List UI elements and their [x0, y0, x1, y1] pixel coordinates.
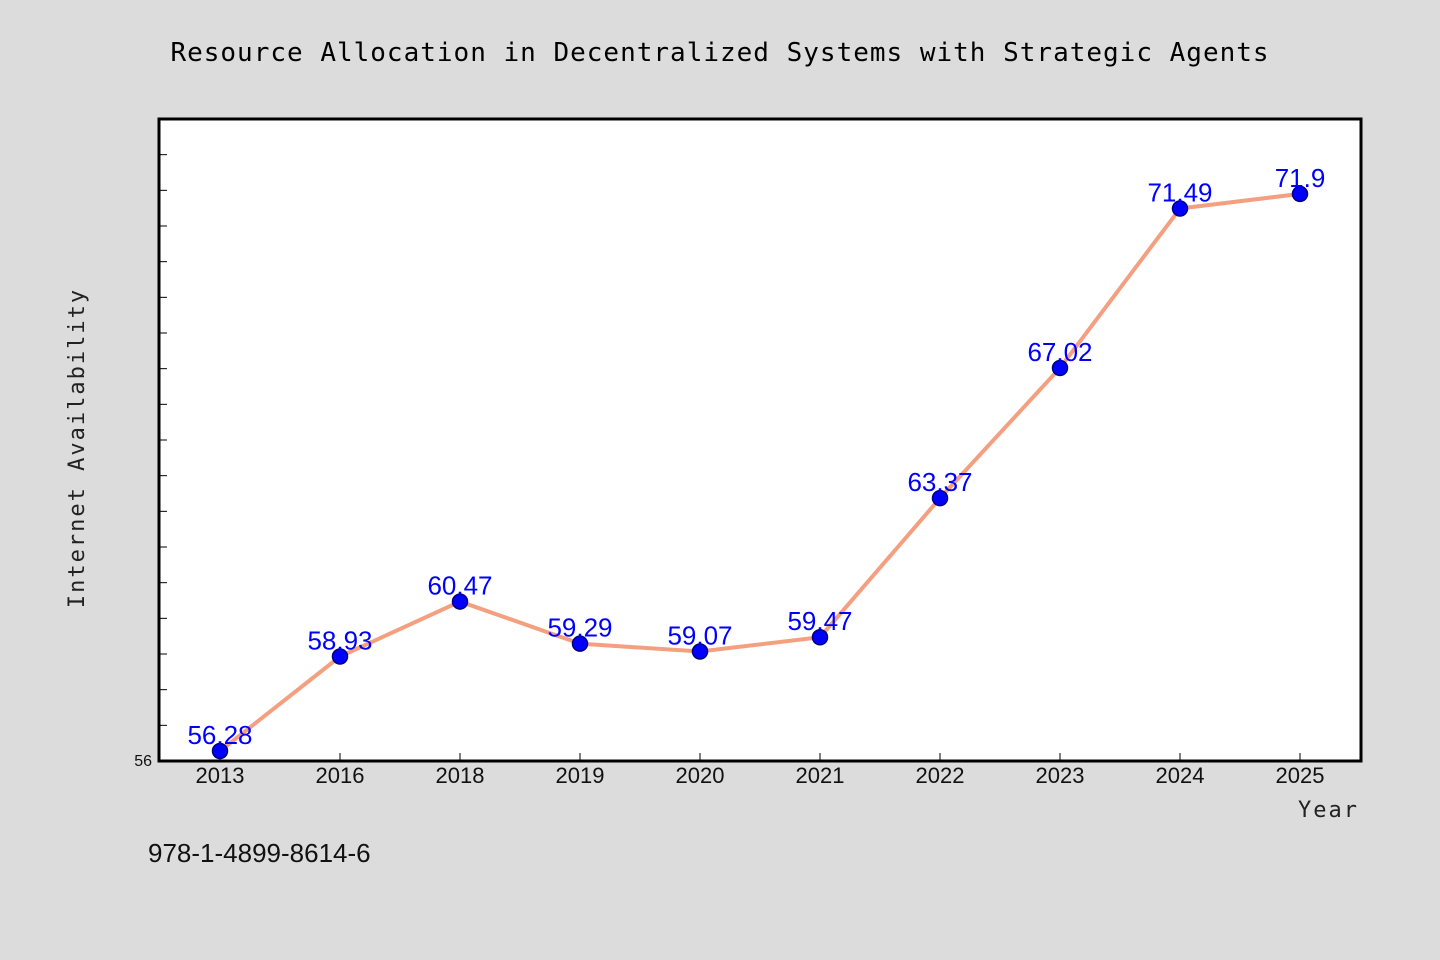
data-point-marker — [931, 489, 949, 507]
x-axis-label: Year — [1298, 798, 1359, 823]
x-tick-label: 2023 — [1036, 763, 1085, 788]
data-point-marker — [1291, 185, 1309, 203]
data-point-marker — [571, 635, 589, 652]
x-tick-label: 2025 — [1276, 763, 1325, 788]
data-point-label: 56.28 — [187, 720, 252, 750]
data-point-label: 67.02 — [1027, 337, 1092, 367]
x-tick-label: 2019 — [556, 763, 605, 788]
data-point-marker — [811, 628, 829, 646]
data-point-label: 58.93 — [307, 625, 372, 655]
x-tick-label: 2020 — [676, 763, 725, 788]
data-point-marker — [691, 643, 709, 660]
y-tick-label-min: 56 — [134, 753, 152, 770]
data-point-label: 59.07 — [667, 621, 732, 651]
data-point-marker — [1171, 200, 1189, 217]
chart-title: Resource Allocation in Decentralized Sys… — [170, 38, 1269, 68]
x-axis-ticks — [219, 753, 1301, 761]
x-tick-label: 2016 — [316, 763, 365, 788]
isbn-footer: 978-1-4899-8614-6 — [148, 838, 371, 868]
data-point-marker — [331, 648, 349, 665]
x-tick-label: 2022 — [916, 763, 965, 788]
x-tick-label: 2024 — [1156, 763, 1205, 788]
plot-area: 56.28 58.93 60.47 59.29 59.07 59.47 63.37 67.02… — [157, 117, 1363, 763]
plot-background — [157, 117, 1363, 763]
data-point-label: 71.49 — [1147, 178, 1212, 208]
data-point-label: 60.47 — [427, 571, 492, 601]
series-line — [218, 191, 1301, 753]
y-axis-ticks — [159, 154, 167, 726]
x-tick-label: 2021 — [796, 763, 845, 788]
data-point-label: 63.37 — [907, 467, 972, 497]
data-point-label: 71.9 — [1275, 163, 1326, 193]
data-point-marker — [451, 593, 469, 610]
data-point-label: 59.47 — [787, 606, 852, 636]
data-point-marker — [211, 742, 229, 760]
x-tick-label: 2013 — [196, 763, 245, 788]
data-point-label: 59.29 — [547, 613, 612, 643]
data-point-marker — [1051, 359, 1069, 377]
data-markers — [211, 185, 1309, 760]
x-tick-labels: 2013 2016 2018 2019 2020 2021 2022 2023 2024 2025 — [196, 763, 1325, 788]
data-labels: 56.28 58.93 60.47 59.29 59.07 59.47 63.37 67.02… — [187, 163, 1325, 750]
x-tick-label: 2018 — [436, 763, 485, 788]
y-axis-label: Internet Availability — [65, 288, 90, 608]
